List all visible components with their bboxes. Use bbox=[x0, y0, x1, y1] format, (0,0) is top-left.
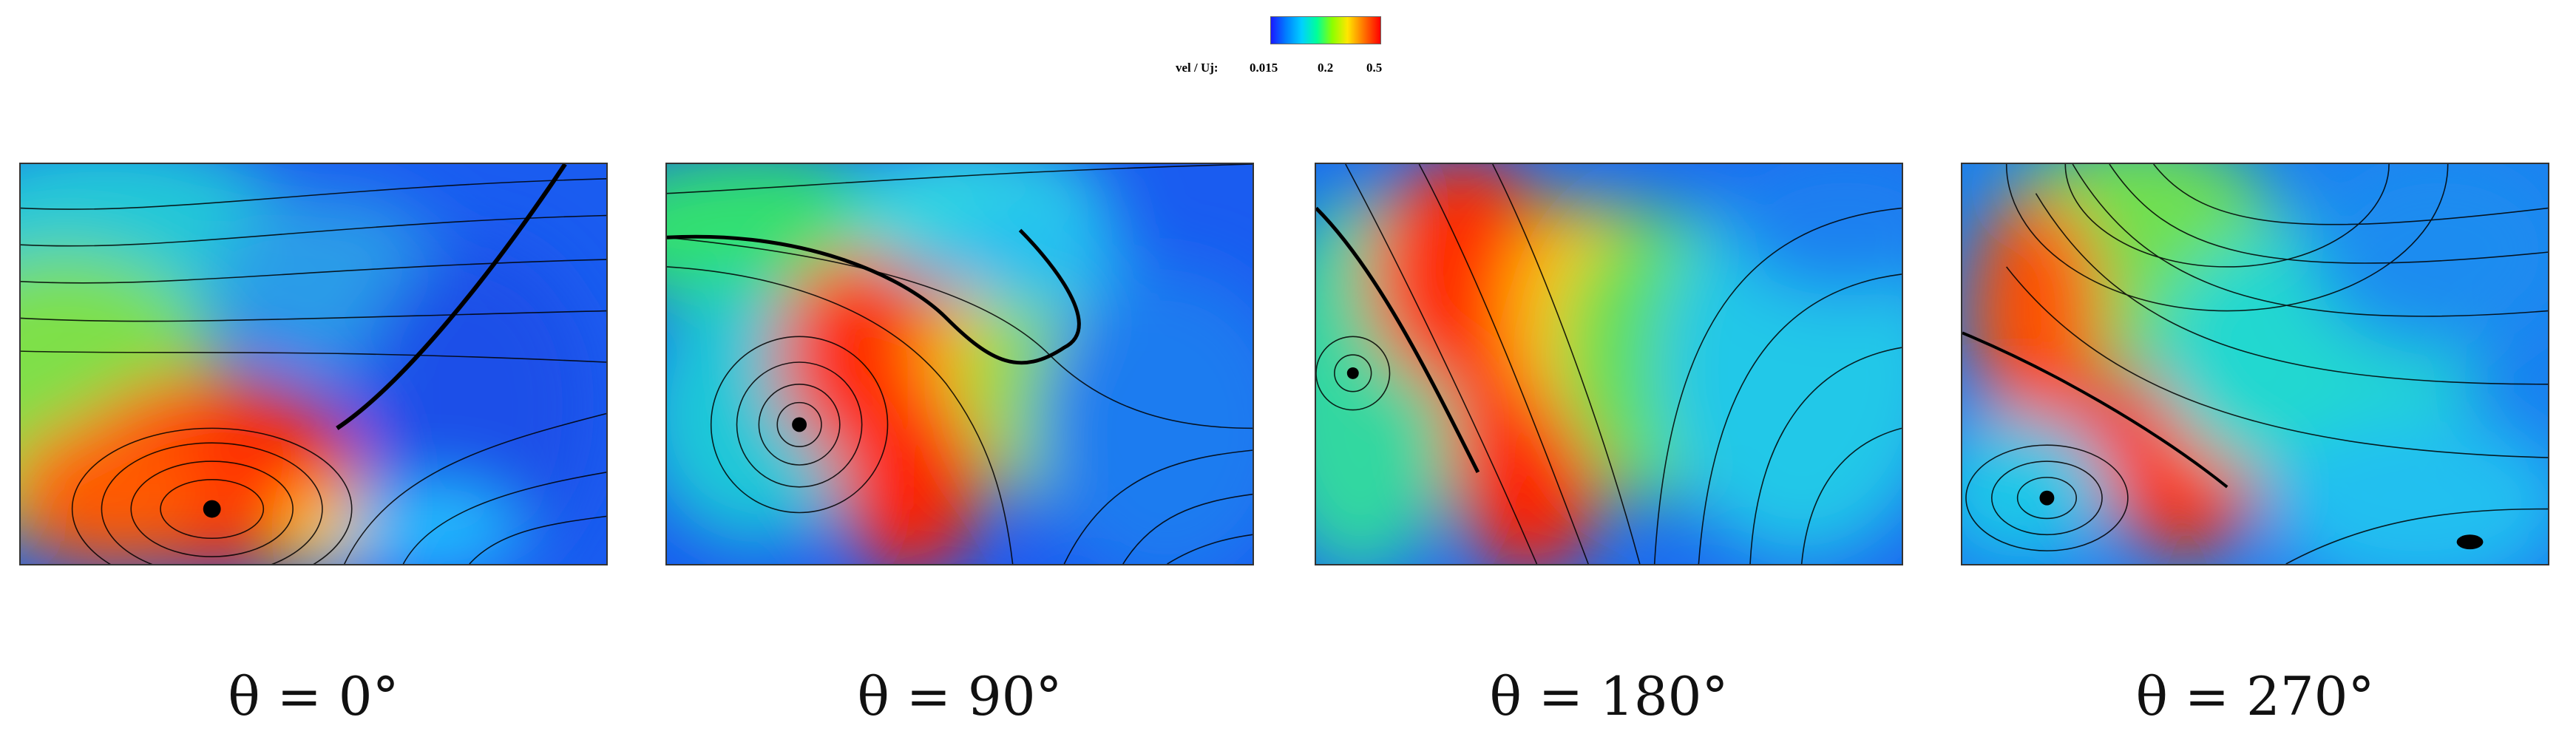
panel-label-0: θ = 0° bbox=[228, 665, 399, 727]
colorbar-title: vel / Uj: bbox=[1176, 61, 1218, 75]
panel-label-180: θ = 180° bbox=[1489, 665, 1729, 727]
colorbar-tick-mid: 0.2 bbox=[1318, 61, 1334, 75]
colorbar-gradient bbox=[1270, 16, 1381, 44]
panel-label-90: θ = 90° bbox=[857, 665, 1062, 727]
colorbar-tick-min: 0.015 bbox=[1250, 61, 1278, 75]
colorbar-tick-max: 0.5 bbox=[1366, 61, 1383, 75]
panel-label-270: θ = 270° bbox=[2135, 665, 2375, 727]
flow-field-panel-270 bbox=[1961, 163, 2549, 565]
flow-field-panel-90 bbox=[665, 163, 1254, 565]
colorbar-legend: vel / Uj: 0.015 0.2 0.5 bbox=[1153, 15, 1405, 75]
flow-field-panel-0 bbox=[19, 163, 608, 565]
flow-field-panel-180 bbox=[1315, 163, 1903, 565]
